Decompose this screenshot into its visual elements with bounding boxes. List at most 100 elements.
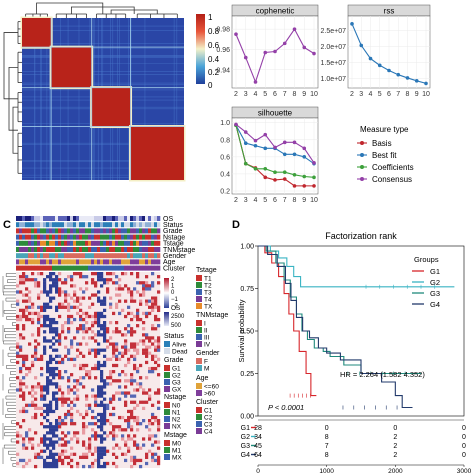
panel-label-c: C	[3, 219, 11, 231]
heatmap-cell	[64, 422, 68, 426]
track-cell	[28, 259, 32, 265]
heatmap-cell	[73, 452, 77, 456]
heatmap-cell	[73, 403, 77, 407]
heatmap-cell	[121, 370, 125, 374]
track-cell	[85, 253, 89, 259]
rss-xtick: 9	[415, 91, 419, 98]
heatmap-cell	[61, 327, 65, 331]
track-cell	[52, 240, 56, 246]
track-cell	[139, 222, 143, 228]
heatmap-cell	[85, 412, 89, 417]
heatmap-cell	[76, 379, 80, 383]
heatmap-cell	[100, 272, 104, 276]
heatmap-cell	[61, 281, 65, 285]
heatmap-cell	[31, 321, 35, 325]
track-cell	[109, 234, 113, 240]
heatmap-cell	[100, 373, 104, 377]
heatmap-cell	[52, 284, 56, 288]
heatmap-cell	[16, 299, 20, 303]
cophenetic-point	[282, 41, 287, 46]
heatmap-cell	[43, 348, 47, 352]
heatmap-cell	[115, 305, 119, 309]
heatmap-cell	[70, 275, 74, 279]
track-cell	[148, 222, 152, 228]
consensus-top-dendrogram	[25, 2, 178, 18]
km-curve-g3	[258, 245, 422, 375]
heatmap-cell	[139, 299, 143, 303]
heatmap-cell	[97, 363, 101, 368]
rss-point	[396, 72, 401, 77]
heatmap-cell	[133, 299, 137, 303]
heatmap-cell	[151, 296, 155, 300]
track-cell	[88, 240, 92, 246]
heatmap-cell	[46, 314, 50, 319]
heatmap-cell	[124, 440, 128, 444]
cophenetic-xtick: 7	[283, 91, 287, 98]
heatmap-cell	[79, 302, 83, 306]
silhouette-point	[263, 175, 268, 180]
track-cell	[133, 265, 137, 271]
heatmap-cell	[97, 455, 101, 460]
heatmap-cell	[109, 382, 113, 386]
track-cell	[103, 234, 107, 240]
track-cell	[97, 234, 101, 240]
heatmap-cell	[25, 403, 29, 407]
heatmap-cell	[130, 317, 134, 322]
cb-tick-0: 0	[208, 81, 213, 90]
heatmap-cell	[103, 278, 107, 282]
heatmap-cell	[70, 422, 74, 426]
heatmap-cell	[121, 308, 125, 313]
heatmap-cell	[109, 370, 113, 374]
heatmap-cell	[82, 431, 86, 435]
heatmap-cell	[49, 464, 53, 469]
silhouette-point	[282, 170, 287, 175]
track-cell	[103, 240, 107, 246]
heatmap-cell	[157, 388, 161, 392]
heatmap-cell	[19, 434, 23, 438]
track-cell	[58, 234, 62, 240]
heatmap-cell	[25, 366, 29, 371]
track-cell	[46, 253, 50, 259]
heatmap-cell	[154, 458, 158, 463]
heatmap-cell	[112, 406, 116, 411]
heatmap-cell	[31, 272, 35, 276]
heatmap-cell	[130, 458, 134, 463]
heatmap-cell	[28, 290, 32, 294]
track-cell	[55, 259, 59, 265]
heatmap-cell	[88, 376, 92, 380]
heatmap-cell	[46, 388, 50, 392]
heatmap-cell	[151, 281, 155, 285]
heatmap-cell	[85, 281, 89, 285]
heatmap-cell	[58, 336, 62, 340]
dendro-branch	[5, 414, 16, 418]
heatmap-cell	[145, 314, 149, 319]
tstage-swatch	[196, 303, 202, 309]
heatmap-cell	[157, 419, 161, 423]
track-cell	[31, 222, 35, 228]
heatmap-cell	[103, 391, 107, 395]
heatmap-cell	[94, 284, 98, 288]
dendro-branch	[3, 291, 16, 296]
heatmap-cell	[100, 434, 104, 438]
heatmap-cell	[97, 425, 101, 429]
legend-title: Measure type	[360, 125, 409, 134]
silhouette-point	[263, 132, 268, 137]
heatmap-cell	[22, 363, 26, 368]
heatmap-cell	[52, 455, 56, 460]
heatmap-cell	[52, 327, 56, 331]
track-cell	[136, 222, 140, 228]
dendro-branch	[9, 383, 16, 388]
track-cell	[94, 265, 98, 271]
heatmap-cell	[100, 412, 104, 417]
heatmap-cell	[34, 412, 38, 417]
heatmap-cell	[109, 412, 113, 417]
heatmap-cell	[130, 379, 134, 383]
track-cell	[43, 228, 47, 234]
track-cell	[49, 253, 53, 259]
heatmap-cell	[100, 379, 104, 383]
track-cell	[61, 247, 65, 252]
heatmap-cell	[115, 464, 119, 469]
heatmap-cell	[55, 366, 59, 371]
age-swatch	[196, 383, 202, 389]
